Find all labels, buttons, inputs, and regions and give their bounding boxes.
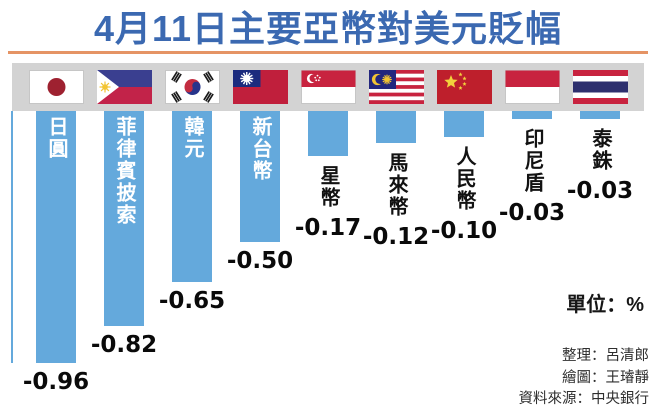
malaysia-flag-icon (368, 70, 424, 104)
category-label: 日圓 (45, 116, 67, 160)
china-flag-icon (436, 70, 492, 104)
philippines-flag-icon (96, 70, 152, 104)
bar: 新台幣 (240, 111, 280, 242)
bar: 韓元 (172, 111, 212, 282)
unit-label: 單位：% (566, 294, 644, 316)
category-label: 星幣 (317, 165, 339, 209)
chart-column: 韓元 -0.65 (158, 111, 226, 314)
value-label: -0.10 (430, 218, 498, 244)
bar (444, 111, 484, 137)
category-label: 韓元 (181, 116, 203, 160)
page-title: 4月11日主要亞幣對美元貶幅 (93, 8, 563, 49)
category-label: 新台幣 (249, 116, 271, 182)
thailand-flag-icon (572, 70, 628, 104)
bar (580, 111, 620, 119)
value-label: -0.96 (22, 369, 90, 395)
value-label: -0.82 (90, 332, 158, 358)
chart-column: 日圓 -0.96 (22, 111, 90, 395)
category-label: 馬來幣 (385, 152, 407, 218)
title-underline (8, 51, 648, 54)
bar (308, 111, 348, 156)
chart-column: 人民幣 -0.10 (430, 111, 498, 244)
credit-line: 整理：呂清郎 (562, 348, 649, 364)
chart-column: 泰銖 -0.03 (566, 111, 634, 204)
bar (376, 111, 416, 143)
credit-line: 繪圖：王璿靜 (562, 369, 649, 386)
value-label: -0.50 (226, 248, 294, 274)
south-korea-flag-icon (164, 70, 220, 104)
chart-column: 星幣 -0.17 (294, 111, 362, 241)
chart-column: 新台幣 -0.50 (226, 111, 294, 274)
bar: 日圓 (36, 111, 76, 363)
credit-line: 資料來源：中央銀行 (518, 391, 650, 407)
category-label: 人民幣 (453, 146, 475, 212)
credits: 整理：呂清郎 繪圖：王璿靜 資料來源：中央銀行 (519, 346, 650, 411)
chart-column: 印尼盾 -0.03 (498, 111, 566, 226)
taiwan-flag-icon (232, 70, 288, 104)
indonesia-flag-icon (504, 70, 560, 104)
value-label: -0.03 (498, 200, 566, 226)
value-label: -0.65 (158, 288, 226, 314)
japan-flag-icon (28, 70, 84, 104)
bar: 菲律賓披索 (104, 111, 144, 326)
bar (512, 111, 552, 119)
value-label: -0.17 (294, 215, 362, 241)
y-axis-line (11, 111, 13, 363)
singapore-flag-icon (300, 70, 356, 104)
chart-column: 馬來幣 -0.12 (362, 111, 430, 250)
category-label: 泰銖 (589, 128, 611, 172)
value-label: -0.12 (362, 224, 430, 250)
category-label: 菲律賓披索 (113, 116, 135, 226)
category-label: 印尼盾 (521, 128, 543, 194)
chart-column: 菲律賓披索 -0.82 (90, 111, 158, 358)
value-label: -0.03 (566, 178, 634, 204)
